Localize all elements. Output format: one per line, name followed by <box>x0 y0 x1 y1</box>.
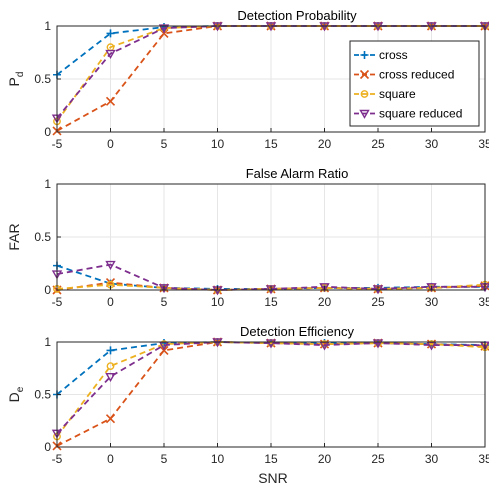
y-tick-label: 1 <box>44 177 51 191</box>
x-tick-label: -5 <box>52 295 63 309</box>
x-tick-label: 10 <box>211 295 225 309</box>
x-tick-label: 15 <box>264 452 278 466</box>
legend-label: square reduced <box>379 107 462 121</box>
y-tick-label: 1 <box>44 335 51 349</box>
x-tick-label: 5 <box>161 137 168 151</box>
y-tick-label: 1 <box>44 19 51 33</box>
chart-title: Detection Probability <box>237 8 357 23</box>
y-tick-label: 0.5 <box>34 72 51 86</box>
x-axis-label: SNR <box>258 470 288 486</box>
x-tick-label: 30 <box>425 295 439 309</box>
y-axis-label: FAR <box>6 223 22 250</box>
x-tick-label: -5 <box>52 137 63 151</box>
chart-title: Detection Efficiency <box>240 324 354 339</box>
y-axis-label: De <box>6 386 26 402</box>
x-tick-label: 25 <box>371 137 385 151</box>
x-tick-label: 5 <box>161 452 168 466</box>
x-tick-label: 5 <box>161 295 168 309</box>
y-axis-label: Pd <box>6 72 26 87</box>
x-tick-label: 25 <box>371 452 385 466</box>
x-tick-label: 20 <box>318 295 332 309</box>
legend-label: cross reduced <box>379 68 454 82</box>
x-tick-label: 10 <box>211 452 225 466</box>
x-tick-label: 20 <box>318 452 332 466</box>
y-tick-label: 0 <box>44 125 51 139</box>
x-tick-label: 30 <box>425 137 439 151</box>
x-tick-label: 20 <box>318 137 332 151</box>
x-tick-label: 25 <box>371 295 385 309</box>
x-tick-label: 0 <box>107 137 114 151</box>
legend: cross cross reduced square square reduced <box>350 41 479 126</box>
y-tick-label: 0.5 <box>34 230 51 244</box>
legend-label: square <box>379 87 416 101</box>
x-tick-label: 0 <box>107 452 114 466</box>
x-tick-label: 15 <box>264 137 278 151</box>
x-tick-label: 35 <box>478 452 489 466</box>
x-tick-label: 15 <box>264 295 278 309</box>
y-tick-label: 0.5 <box>34 388 51 402</box>
chart-title: False Alarm Ratio <box>246 166 349 181</box>
x-tick-label: 30 <box>425 452 439 466</box>
x-tick-label: 35 <box>478 137 489 151</box>
legend-label: cross <box>379 48 408 62</box>
y-tick-label: 0 <box>44 440 51 454</box>
x-tick-label: 35 <box>478 295 489 309</box>
y-tick-label: 0 <box>44 283 51 297</box>
x-tick-label: 10 <box>211 137 225 151</box>
x-tick-label: -5 <box>52 452 63 466</box>
x-tick-label: 0 <box>107 295 114 309</box>
